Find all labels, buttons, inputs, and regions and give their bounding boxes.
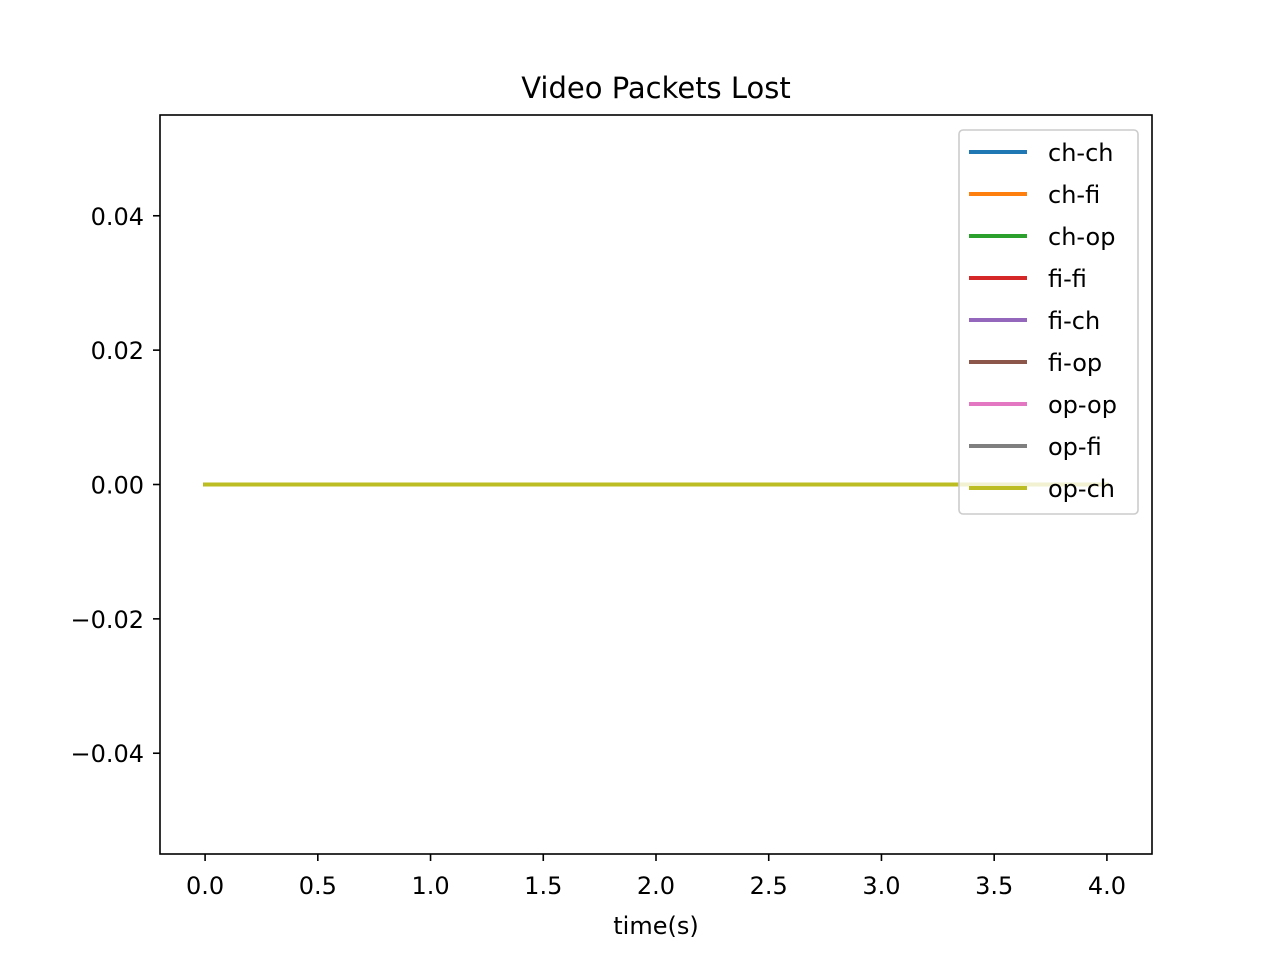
legend-label-fi-fi: fi-fi xyxy=(1048,265,1087,293)
legend-label-op-ch: op-ch xyxy=(1048,475,1115,503)
legend-label-op-fi: op-fi xyxy=(1048,433,1102,461)
legend-label-fi-op: fi-op xyxy=(1048,349,1102,377)
legend-frame xyxy=(958,129,1139,515)
x-tick-label: 3.5 xyxy=(975,872,1013,900)
y-tick-label: 0.02 xyxy=(91,337,144,365)
plot-area-frame xyxy=(159,114,1153,855)
x-tick-label: 4.0 xyxy=(1088,872,1126,900)
legend-label-ch-fi: ch-fi xyxy=(1048,181,1100,209)
y-tick-label: −0.04 xyxy=(70,740,144,768)
legend-label-op-op: op-op xyxy=(1048,391,1117,419)
x-tick-label: 0.0 xyxy=(186,872,224,900)
x-tick-label: 2.5 xyxy=(750,872,788,900)
y-tick-label: 0.04 xyxy=(91,203,144,231)
chart-title: Video Packets Lost xyxy=(521,71,791,105)
legend-label-fi-ch: fi-ch xyxy=(1048,307,1100,335)
x-tick-label: 1.0 xyxy=(411,872,449,900)
legend-label-ch-op: ch-op xyxy=(1048,223,1115,251)
y-tick-label: 0.00 xyxy=(91,472,144,500)
x-tick-label: 1.5 xyxy=(524,872,562,900)
y-tick-label: −0.02 xyxy=(70,606,144,634)
x-axis-label: time(s) xyxy=(613,912,698,940)
legend-items: ch-ch ch-fi ch-op fi-fi fi-ch fi-op op-op op-fi… xyxy=(969,139,1117,503)
legend: ch-ch ch-fi ch-op fi-fi fi-ch fi-op op-op op-fi… xyxy=(958,129,1139,515)
y-axis-ticks: 0.04 0.02 0.00 −0.02 −0.04 xyxy=(70,203,160,768)
x-axis-ticks: 0.0 0.5 1.0 1.5 2.0 2.5 3.0 3.5 4.0 xyxy=(186,854,1126,900)
legend-label-ch-ch: ch-ch xyxy=(1048,139,1113,167)
x-tick-label: 2.0 xyxy=(637,872,675,900)
x-tick-label: 0.5 xyxy=(299,872,337,900)
x-tick-label: 3.0 xyxy=(862,872,900,900)
